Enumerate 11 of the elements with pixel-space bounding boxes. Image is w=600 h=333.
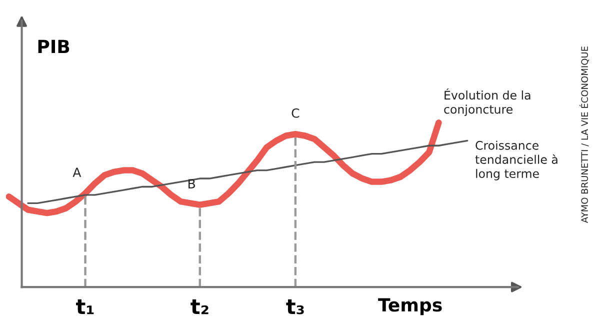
x-tick-label: t₂ <box>190 299 208 314</box>
y-axis-title: PIB <box>38 40 70 54</box>
series-label: Croissance tendancielle à long terme <box>475 140 558 180</box>
annotation: A <box>72 168 82 177</box>
series-label: Évolution de la conjoncture <box>444 88 530 116</box>
x-tick-label: t₁ <box>76 299 94 314</box>
text: AYMO BRUNETTI / LA VIE ÉCONOMIQUE <box>580 46 590 224</box>
annotation: B <box>188 179 195 188</box>
x-axis-title: Temps <box>378 298 442 316</box>
x-tick-label: t₃ <box>286 299 304 314</box>
annotation: C <box>292 108 300 118</box>
